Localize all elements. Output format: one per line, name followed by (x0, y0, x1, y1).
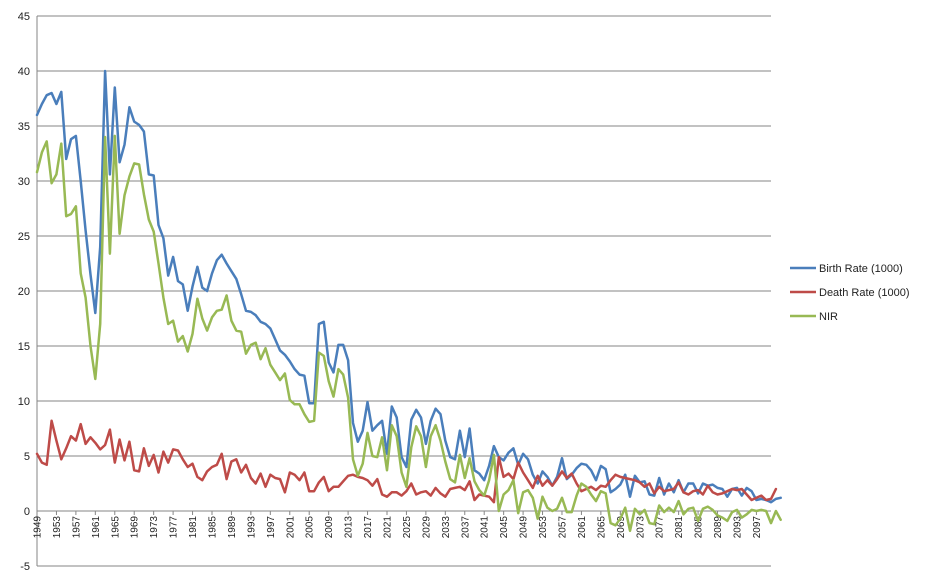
x-tick-label: 1981 (188, 516, 199, 539)
legend-label: Birth Rate (1000) (819, 263, 903, 275)
x-tick-label: 2037 (460, 516, 471, 539)
legend-item: Death Rate (1000) (790, 287, 910, 299)
series-line-2 (35, 419, 778, 504)
y-tick-label: 0 (24, 506, 30, 518)
legend-item: Birth Rate (1000) (790, 263, 903, 275)
x-tick-label: 2033 (441, 516, 452, 539)
x-tick-label: 1965 (110, 516, 121, 539)
legend-item: NIR (790, 311, 838, 323)
y-tick-label: 30 (18, 176, 30, 188)
x-tick-label: 2009 (324, 516, 335, 539)
x-tick-label: 2041 (480, 516, 491, 539)
legend-label: NIR (819, 311, 838, 323)
x-tick-label: 2089 (713, 516, 724, 539)
x-tick-label: 1977 (169, 516, 180, 539)
x-tick-label: 2017 (363, 516, 374, 539)
x-tick-label: 2001 (285, 516, 296, 539)
x-tick-label: 1997 (266, 516, 277, 539)
legend-label: Death Rate (1000) (819, 287, 910, 299)
x-tick-label: 2081 (674, 516, 685, 539)
x-tick-label: 1989 (227, 516, 238, 539)
x-tick-label: 1993 (246, 516, 257, 539)
x-tick-label: 2029 (421, 516, 432, 539)
series-lines (35, 69, 782, 533)
y-tick-label: 25 (18, 231, 30, 243)
x-tick-label: 2061 (577, 516, 588, 539)
x-tick-label: 2053 (538, 516, 549, 539)
x-tick-label: 2077 (655, 516, 666, 539)
x-tick-label: 1985 (207, 516, 218, 539)
x-tick-label: 1973 (149, 516, 160, 539)
y-tick-label: 40 (18, 66, 30, 78)
x-tick-label: 2069 (616, 516, 627, 539)
x-tick-label: 2097 (752, 516, 763, 539)
x-tick-label: 1953 (52, 516, 63, 539)
y-tick-label: 10 (18, 396, 30, 408)
x-tick-label: 1957 (71, 516, 82, 539)
x-tick-label: 2093 (732, 516, 743, 539)
series-line-1 (35, 69, 782, 504)
x-tick-label: 1949 (33, 516, 44, 539)
x-tick-label: 2049 (519, 516, 530, 539)
x-axis: 1949 1953 1957 1961 1965 1969 1973 1977 1981 1985… (33, 510, 771, 539)
y-tick-label: 5 (24, 451, 30, 463)
series-line-3 (35, 134, 782, 533)
x-tick-label: 2073 (635, 516, 646, 539)
x-tick-label: 2025 (402, 516, 413, 539)
legend: Birth Rate (1000) Death Rate (1000) NIR (790, 263, 910, 323)
grid-lines (36, 15, 771, 567)
y-tick-label: 35 (18, 121, 30, 133)
y-tick-label: 20 (18, 286, 30, 298)
x-tick-label: 1961 (91, 516, 102, 539)
x-tick-label: 2005 (305, 516, 316, 539)
x-tick-label: 2013 (344, 516, 355, 539)
y-axis-tick-labels: -5 0 5 10 15 20 25 30 35 40 45 (18, 11, 30, 573)
x-tick-label: 2057 (557, 516, 568, 539)
y-tick-label: -5 (20, 561, 30, 573)
y-tick-label: 15 (18, 341, 30, 353)
x-tick-label: 2045 (499, 516, 510, 539)
x-tick-label: 1969 (130, 516, 141, 539)
y-tick-label: 45 (18, 11, 30, 23)
x-tick-label: 2085 (694, 516, 705, 539)
x-tick-label: 2021 (382, 516, 393, 539)
x-tick-label: 2065 (596, 516, 607, 539)
